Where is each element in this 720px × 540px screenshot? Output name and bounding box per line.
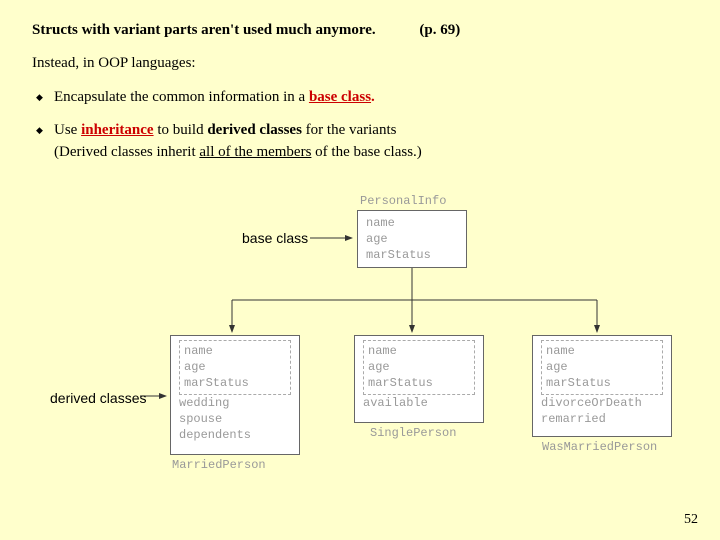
heading-row: Structs with variant parts aren't used m… (32, 22, 688, 39)
derived-class-2-title: SinglePerson (370, 426, 456, 440)
inheritance-diagram: PersonalInfo name age marStatus name age… (32, 190, 688, 490)
inherited-fields: name age marStatus (363, 340, 475, 395)
bullet-item: Use inheritance to build derived classes… (32, 119, 688, 164)
derived-class-3-box: name age marStatus divorceOrDeath remarr… (532, 335, 672, 437)
derived-class-1-title: MarriedPerson (172, 458, 266, 472)
derived-class-1-box: name age marStatus wedding spouse depend… (170, 335, 300, 455)
bullet-list: Encapsulate the common information in a … (32, 86, 688, 164)
page-reference: (p. 69) (419, 22, 460, 38)
derived-classes-label: derived classes (50, 390, 147, 406)
base-class-box: name age marStatus (357, 210, 467, 268)
inherited-fields: name age marStatus (541, 340, 663, 395)
subheading: Instead, in OOP languages: (32, 55, 688, 72)
derived-class-3-title: WasMarriedPerson (542, 440, 657, 454)
derived-class-2-box: name age marStatus available (354, 335, 484, 423)
base-class-label: base class (242, 230, 308, 246)
heading: Structs with variant parts aren't used m… (32, 22, 376, 38)
bullet-item: Encapsulate the common information in a … (32, 86, 688, 109)
base-class-title: PersonalInfo (360, 194, 446, 208)
inherited-fields: name age marStatus (179, 340, 291, 395)
page-number: 52 (684, 512, 698, 528)
